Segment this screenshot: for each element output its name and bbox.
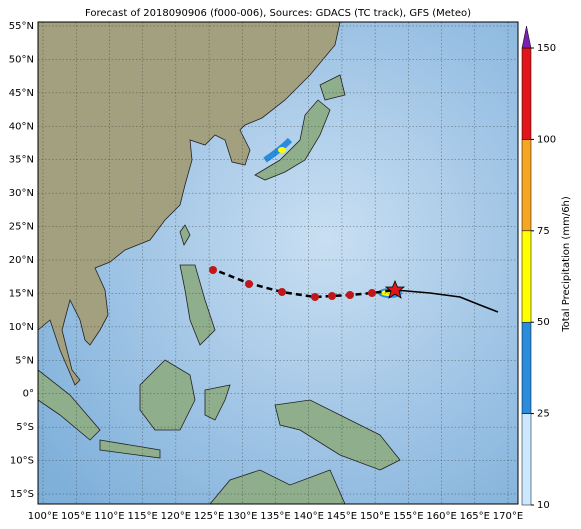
lat-label: 15°S — [10, 489, 34, 500]
colorbar-band — [521, 321, 532, 414]
lon-label: 160°E — [426, 511, 456, 522]
lat-label: 25°N — [9, 222, 34, 233]
land — [254, 99, 331, 181]
lat-label: 35°N — [9, 155, 34, 166]
lat-label: 10°N — [9, 322, 34, 333]
land — [274, 399, 401, 471]
colorbar-extend — [521, 25, 532, 49]
colorbar-band — [521, 413, 532, 506]
lon-label: 110°E — [94, 511, 124, 522]
lat-label: 20°N — [9, 255, 34, 266]
colorbar-label: Total Precipitation (mm/6h) — [561, 196, 572, 333]
lat-label: 55°N — [9, 21, 34, 32]
lon-label: 155°E — [393, 511, 423, 522]
lon-label: 100°E — [28, 511, 58, 522]
storm-symbols — [209, 266, 376, 301]
colorbar-tick-label: 150 — [537, 43, 556, 54]
colorbar-tick-label: 100 — [537, 134, 556, 145]
land — [319, 74, 346, 101]
lat-label: 30°N — [9, 188, 34, 199]
lon-label: 165°E — [460, 511, 490, 522]
land — [209, 469, 346, 504]
lat-label: 45°N — [9, 88, 34, 99]
map — [38, 22, 518, 504]
lon-label: 130°E — [227, 511, 257, 522]
track-past — [394, 289, 499, 313]
map-frame — [37, 21, 519, 505]
lat-label: 5°N — [15, 355, 34, 366]
colorbar-tick-label: 75 — [537, 226, 550, 237]
land — [179, 224, 191, 246]
lat-label: 0° — [23, 389, 34, 400]
lon-label: 105°E — [61, 511, 91, 522]
land — [38, 22, 341, 386]
lon-label: 125°E — [194, 511, 224, 522]
lon-label: 150°E — [360, 511, 390, 522]
lat-label: 10°S — [10, 456, 34, 467]
lon-label: 170°E — [493, 511, 523, 522]
lon-label: 140°E — [294, 511, 324, 522]
lat-label: 40°N — [9, 121, 34, 132]
colorbar-tick-label: 25 — [537, 409, 550, 420]
colorbar-tick-label: 50 — [537, 317, 550, 328]
colorbar-tick-label: 10 — [537, 500, 550, 511]
lon-label: 120°E — [161, 511, 191, 522]
lat-label: 5°S — [16, 422, 34, 433]
colorbar-band — [521, 139, 532, 232]
colorbar-band — [521, 230, 532, 323]
land — [139, 359, 196, 431]
land — [38, 369, 101, 441]
lon-label: 145°E — [327, 511, 357, 522]
colorbar: 10 25 50 75 100 150 — [521, 25, 556, 511]
precipitation — [278, 147, 286, 153]
lon-label: 115°E — [127, 511, 157, 522]
lat-label: 50°N — [9, 54, 34, 65]
title: Forecast of 2018090906 (f000-006), Sourc… — [85, 8, 471, 19]
land — [99, 439, 161, 459]
land — [179, 264, 216, 346]
current-position — [384, 279, 406, 299]
lat-label: 15°N — [9, 288, 34, 299]
lon-label: 135°E — [260, 511, 290, 522]
colorbar-band — [521, 47, 532, 140]
